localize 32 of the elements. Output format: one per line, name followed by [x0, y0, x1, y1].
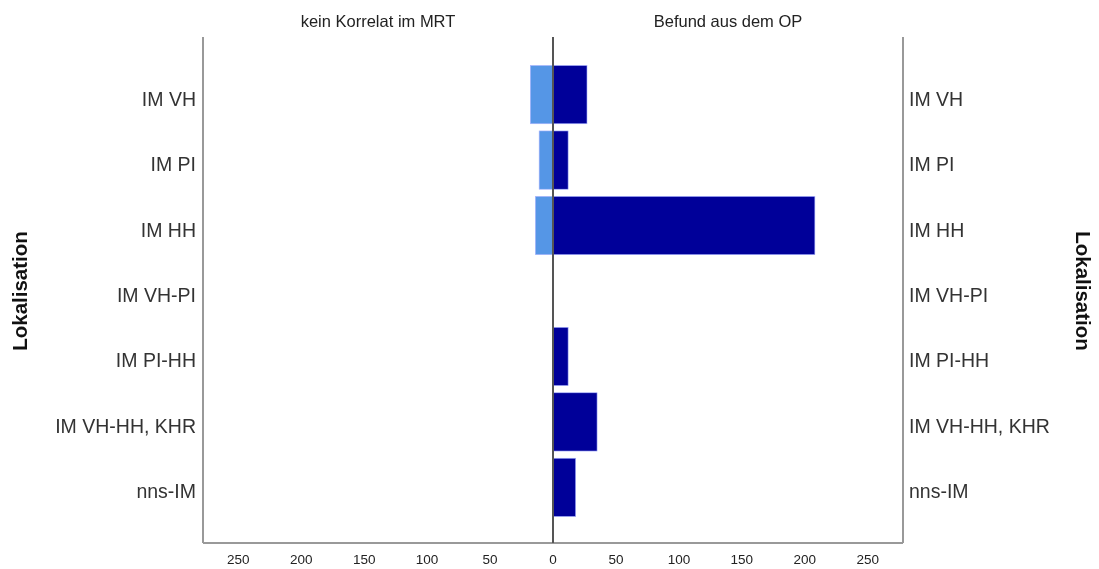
x-tick-label: 0 [549, 552, 557, 567]
x-tick-label: 100 [667, 552, 691, 567]
chart-title: Befund aus dem OP [653, 12, 803, 30]
y-tick-label: IM PI-HH [909, 349, 990, 372]
x-tick-label: 50 [482, 552, 498, 567]
y-tick-label: IM VH-PI [116, 284, 196, 306]
x-tick-label: 200 [289, 552, 313, 567]
bar [552, 327, 569, 386]
x-tick-label: 250 [856, 552, 880, 567]
x-tick-label: 100 [415, 552, 439, 567]
y-tick-label: nns-IM [909, 480, 969, 503]
y-tick-label: nns-IM [136, 480, 196, 503]
y-tick-label: IM VH [141, 87, 196, 110]
y-tick-label: IM VH-HH, KHR [909, 414, 1050, 437]
y-tick-label: IM PI [909, 153, 955, 176]
x-tick-label: 200 [793, 552, 817, 567]
y-tick-label: IM HH [140, 218, 196, 241]
y-tick-label: IM VH-PI [909, 284, 989, 306]
chart-title: kein Korrelat im MRT [300, 12, 456, 30]
x-tick-label: 150 [352, 552, 376, 567]
bar [552, 392, 598, 452]
y-tick-label: IM PI [150, 153, 196, 176]
y-tick-label: IM HH [909, 218, 965, 241]
bar [552, 457, 576, 517]
y-tick-label: IM VH-HH, KHR [55, 414, 196, 437]
y-axis-title: Lokalisation [1072, 231, 1095, 351]
y-tick-label: IM VH [909, 87, 964, 110]
x-tick-label: 50 [608, 552, 624, 567]
y-axis-title: Lokalisation [8, 231, 31, 351]
x-tick-label: 250 [226, 552, 250, 567]
y-tick-label: IM PI-HH [115, 349, 196, 372]
x-tick-label: 150 [730, 552, 754, 567]
